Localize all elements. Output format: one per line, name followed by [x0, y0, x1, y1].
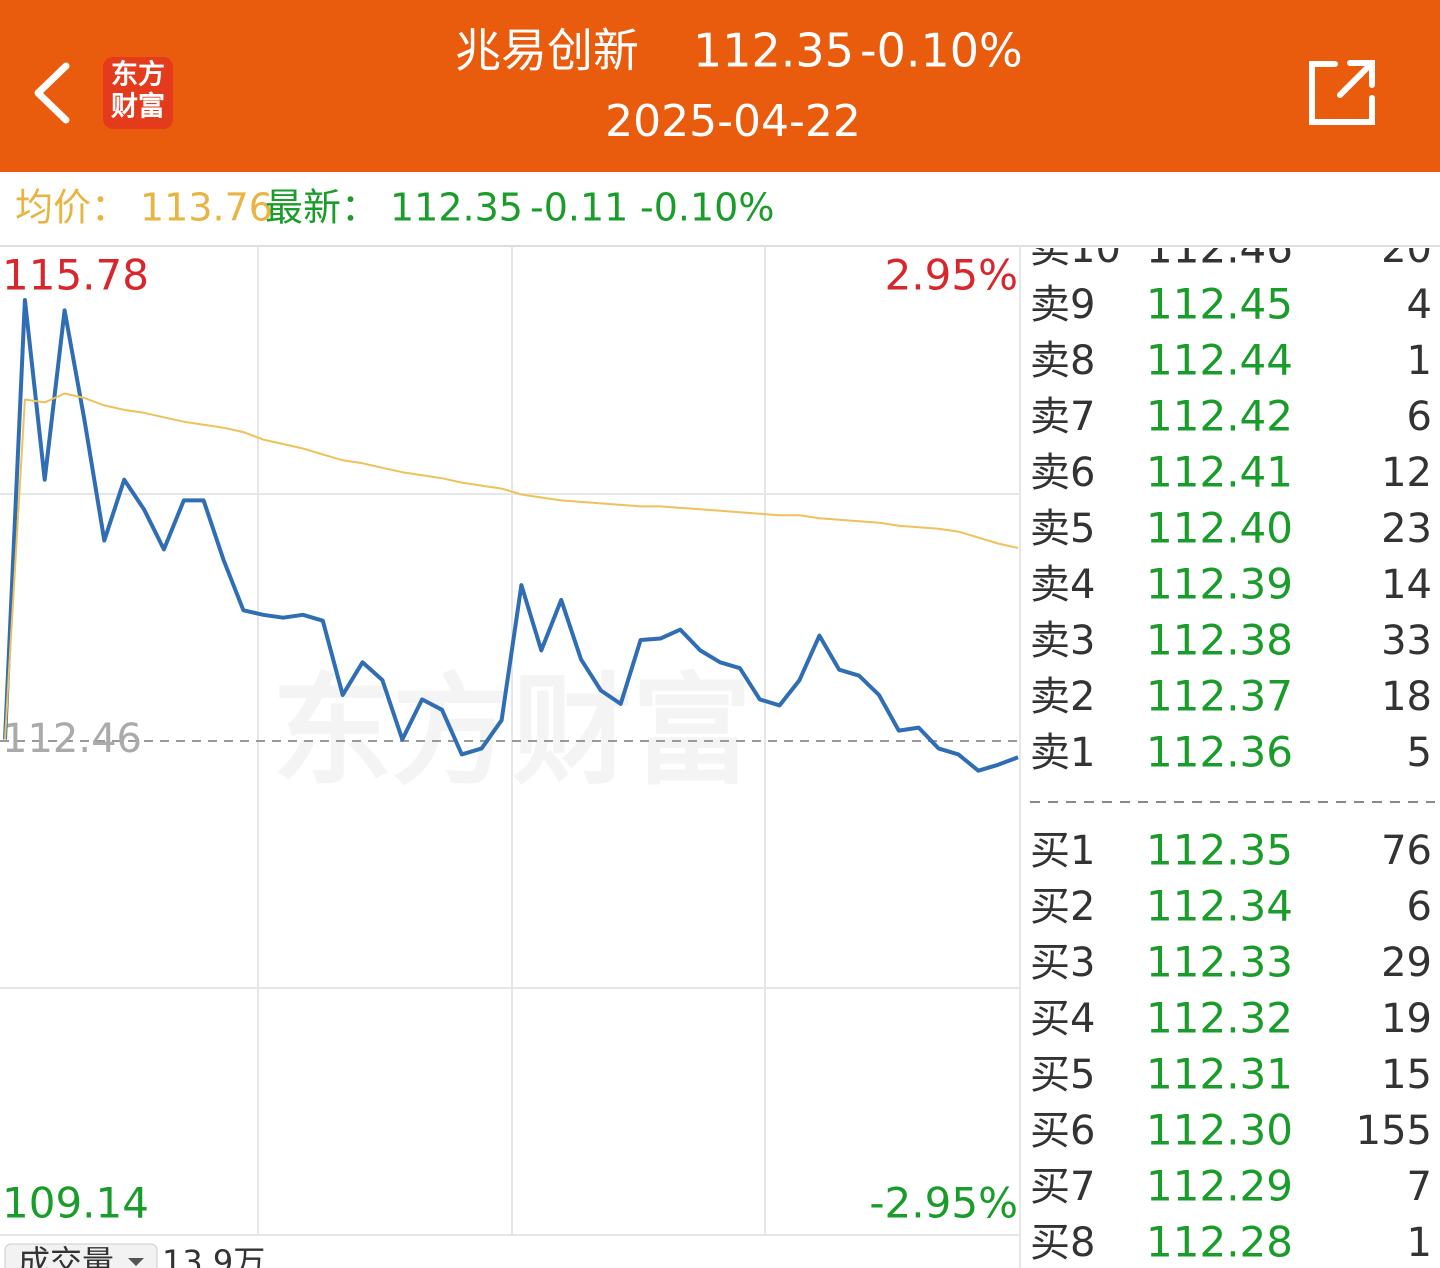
book-price: 112.30 — [1146, 1106, 1293, 1155]
book-price: 112.33 — [1146, 938, 1293, 987]
price-line — [3, 298, 1019, 773]
book-level: 买2 — [1030, 884, 1095, 930]
y2-tick-label: 2.95% — [885, 251, 1018, 300]
book-level: 卖1 — [1030, 730, 1095, 776]
book-level: 卖9 — [1030, 282, 1095, 328]
book-level: 卖4 — [1030, 562, 1095, 608]
indicator-select[interactable] — [4, 1243, 158, 1268]
book-volume: 7 — [1407, 1164, 1432, 1210]
book-volume: 19 — [1381, 996, 1432, 1042]
book-level: 买1 — [1030, 828, 1095, 874]
book-price: 112.41 — [1146, 448, 1293, 497]
book-level: 卖8 — [1030, 338, 1095, 384]
book-volume: 15 — [1381, 1052, 1432, 1098]
book-level: 卖3 — [1030, 618, 1095, 664]
book-level: 卖10 — [1030, 226, 1121, 272]
book-volume: 1 — [1407, 1220, 1432, 1266]
last-change: -0.11 — [530, 186, 628, 230]
stock-change: -0.10% — [860, 24, 1023, 78]
back-button[interactable] — [34, 62, 70, 124]
book-price: 112.45 — [1146, 280, 1293, 329]
y-tick-label: 109.14 — [2, 1179, 149, 1228]
volume-total: 13.9万 — [162, 1243, 265, 1268]
book-volume: 29 — [1381, 940, 1432, 986]
last-label: 最新： — [265, 186, 379, 230]
y2-tick-label: -2.95% — [869, 1179, 1018, 1228]
book-volume: 6 — [1407, 394, 1432, 440]
book-price: 112.42 — [1146, 392, 1293, 441]
stock-name: 兆易创新 — [455, 24, 639, 78]
share-button[interactable] — [1309, 60, 1375, 125]
book-price: 112.35 — [1146, 826, 1293, 875]
book-volume: 6 — [1407, 884, 1432, 930]
book-volume: 5 — [1407, 730, 1432, 776]
book-price: 112.34 — [1146, 882, 1293, 931]
last-price: 112.35 — [390, 186, 523, 230]
book-volume: 23 — [1381, 506, 1432, 552]
last-change-pct: -0.10% — [640, 186, 774, 230]
book-price: 112.37 — [1146, 672, 1293, 721]
prev-close-label: 112.46 — [2, 716, 142, 762]
book-price: 112.38 — [1146, 616, 1293, 665]
book-level: 买3 — [1030, 940, 1095, 986]
book-price: 112.40 — [1146, 504, 1293, 553]
avg-label: 均价： — [15, 186, 129, 230]
top-bar — [0, 0, 1440, 172]
book-level: 卖2 — [1030, 674, 1095, 720]
book-price: 112.46 — [1146, 224, 1293, 273]
book-volume: 1 — [1407, 338, 1432, 384]
watermark: 东方财富 — [272, 663, 752, 802]
book-price: 112.29 — [1146, 1162, 1293, 1211]
trade-date: 2025-04-22 — [605, 96, 861, 147]
avg-price: 113.76 — [140, 186, 273, 230]
book-price: 112.39 — [1146, 560, 1293, 609]
book-volume: 20 — [1381, 226, 1432, 272]
book-price: 112.44 — [1146, 336, 1293, 385]
book-price: 112.36 — [1146, 728, 1293, 777]
book-level: 卖5 — [1030, 506, 1095, 552]
book-price: 112.32 — [1146, 994, 1293, 1043]
logo[interactable] — [103, 57, 173, 129]
y-tick-label: 115.78 — [2, 251, 149, 300]
indicator-label[interactable]: 成交量 — [18, 1243, 114, 1268]
book-level: 卖7 — [1030, 394, 1095, 440]
book-level: 买6 — [1030, 1108, 1095, 1154]
book-level: 买7 — [1030, 1164, 1095, 1210]
book-level: 卖6 — [1030, 450, 1095, 496]
book-volume: 33 — [1381, 618, 1432, 664]
book-volume: 12 — [1381, 450, 1432, 496]
book-volume: 18 — [1381, 674, 1432, 720]
book-level: 买8 — [1030, 1220, 1095, 1266]
book-volume: 76 — [1381, 828, 1432, 874]
stock-price: 112.35 — [693, 24, 854, 78]
book-level: 买4 — [1030, 996, 1095, 1042]
dropdown-arrow — [128, 1258, 144, 1266]
book-price: 112.28 — [1146, 1218, 1293, 1267]
book-volume: 4 — [1407, 282, 1432, 328]
book-volume: 14 — [1381, 562, 1432, 608]
book-price: 112.31 — [1146, 1050, 1293, 1099]
price-line — [4, 392, 1019, 740]
logo-text: 财富 — [111, 91, 165, 123]
logo-text: 东方 — [111, 59, 165, 91]
book-volume: 155 — [1356, 1108, 1432, 1154]
book-level: 买5 — [1030, 1052, 1095, 1098]
order-book: 卖10 112.46 20 卖9 112.45 4 卖8 112.44 1 卖7 112.42 6 卖6… — [1030, 224, 1432, 1267]
